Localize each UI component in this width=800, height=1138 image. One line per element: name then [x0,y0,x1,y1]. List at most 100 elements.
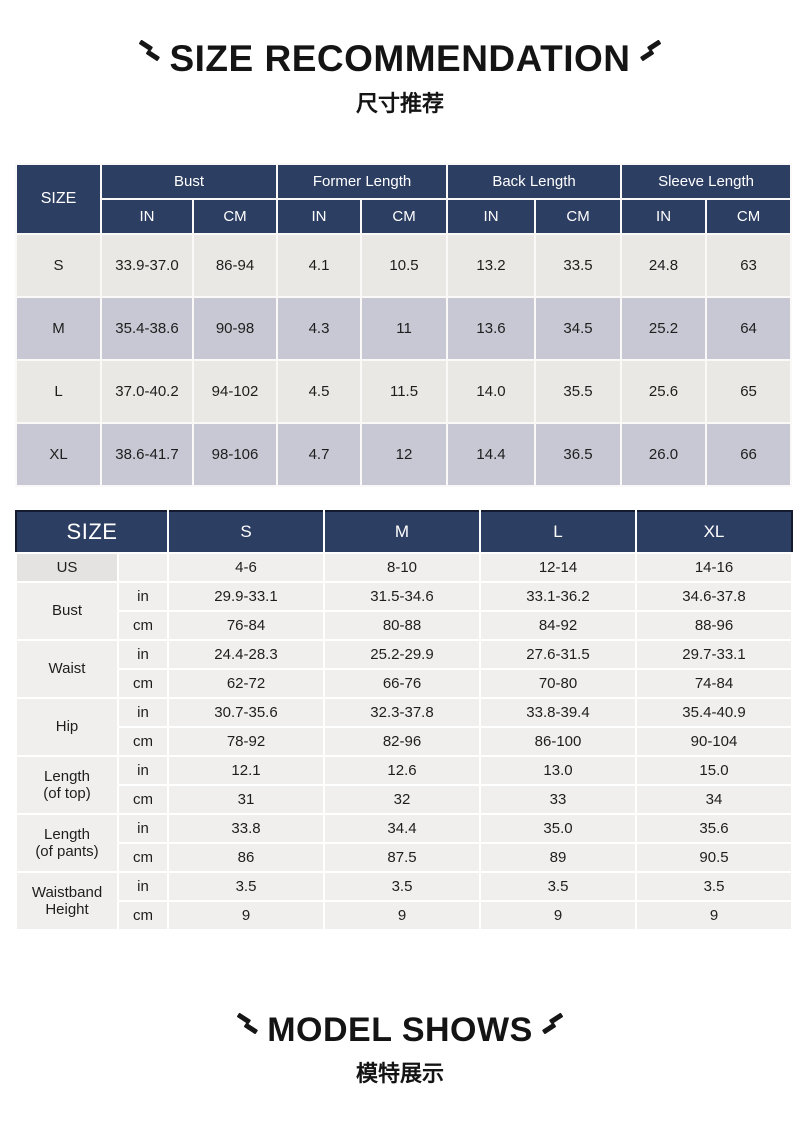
body-row-pants-length-cm: cm 86 87.5 89 90.5 [16,841,793,873]
unit-cell: in [117,696,169,728]
value-cell: 90-98 [191,295,279,361]
value-cell: 14.4 [446,421,537,487]
measurement-label-bust: Bust [15,580,119,641]
value-cell: 74-84 [635,667,793,699]
value-cell: 12-14 [479,551,637,583]
value-cell: 38.6-41.7 [100,421,194,487]
value-cell: 27.6-31.5 [479,638,637,670]
value-cell: 89 [479,841,637,873]
value-cell: 90-104 [635,725,793,757]
value-cell: 32 [323,783,481,815]
tick-decoration-right-icon [541,1012,563,1043]
value-cell: 64 [705,295,793,361]
page-title: SIZE RECOMMENDATION [139,38,661,79]
unit-header: IN [100,197,194,235]
model-shows-subtitle-cn: 模特展示 [355,1060,444,1086]
value-cell: 3.5 [323,870,481,902]
unit-cell: in [117,812,169,844]
value-cell: 12.6 [323,754,481,786]
unit-cell: in [117,638,169,670]
value-cell: 34.5 [534,295,623,361]
value-cell: 35.4-40.9 [635,696,793,728]
value-cell: 84-92 [479,609,637,641]
value-cell: 94-102 [191,358,279,424]
unit-cell: cm [117,899,169,931]
page-subtitle-cn: 尺寸推荐 [355,90,444,116]
size-cell: L [15,358,102,424]
value-cell: 66 [705,421,793,487]
value-cell: 80-88 [323,609,481,641]
unit-header: IN [620,197,708,235]
body-size-column-header: SIZE [15,509,169,554]
body-row-top-length-in: Length (of top) in 12.1 12.6 13.0 15.0 [15,754,793,815]
unit-cell: in [117,870,169,902]
value-cell: 66-76 [323,667,481,699]
value-cell: 36.5 [534,421,623,487]
value-cell: 90.5 [635,841,793,873]
value-cell: 35.4-38.6 [100,295,194,361]
unit-cell: in [117,754,169,786]
body-row-hip-cm: cm 78-92 82-96 86-100 90-104 [16,725,793,757]
value-cell: 11 [360,295,449,361]
value-cell: 4.7 [276,421,363,487]
body-row-us: US 4-6 8-10 12-14 14-16 [15,551,793,583]
value-cell: 3.5 [167,870,325,902]
body-row-waistband-in: Waistband Height in 3.5 3.5 3.5 3.5 [15,870,793,931]
unit-cell: cm [117,783,169,815]
measurement-label-waistband-height: Waistband Height [15,870,119,931]
value-cell: 62-72 [167,667,325,699]
body-row-waistband-cm: cm 9 9 9 9 [16,899,793,931]
unit-header: IN [276,197,363,235]
value-cell: 11.5 [360,358,449,424]
value-cell: 15.0 [635,754,793,786]
unit-cell-empty [117,551,169,583]
body-row-top-length-cm: cm 31 32 33 34 [16,783,793,815]
value-cell: 9 [167,899,325,931]
unit-cell: in [117,580,169,612]
value-cell: 76-84 [167,609,325,641]
unit-header: CM [534,197,623,235]
garment-group-header-bust: Bust [99,162,279,200]
value-cell: 70-80 [479,667,637,699]
value-cell: 4.1 [276,232,363,298]
value-cell: 25.2-29.9 [323,638,481,670]
value-cell: 24.4-28.3 [167,638,325,670]
page-header: SIZE RECOMMENDATION 尺寸推荐 [0,38,800,118]
tick-decoration-right-icon [639,39,661,70]
model-shows-title: MODEL SHOWS [237,1012,563,1049]
value-cell: 34.4 [323,812,481,844]
value-cell: 13.2 [446,232,537,298]
body-size-table: SIZE S M L XL US 4-6 8-10 12-14 14-16 Bu… [15,509,793,931]
value-cell: 25.6 [620,358,708,424]
body-size-header-xl: XL [635,509,793,554]
body-header-row: SIZE S M L XL [15,509,793,554]
unit-header: CM [705,197,793,235]
value-cell: 29.9-33.1 [167,580,325,612]
garment-row-s: S 33.9-37.0 86-94 4.1 10.5 13.2 33.5 24.… [15,232,793,298]
value-cell: 14.0 [446,358,537,424]
value-cell: 24.8 [620,232,708,298]
body-size-header-l: L [479,509,637,554]
unit-header: CM [360,197,449,235]
value-cell: 86-100 [479,725,637,757]
value-cell: 87.5 [323,841,481,873]
value-cell: 63 [705,232,793,298]
value-cell: 33.1-36.2 [479,580,637,612]
body-row-bust-in: Bust in 29.9-33.1 31.5-34.6 33.1-36.2 34… [15,580,793,641]
garment-size-table: SIZE Bust Former Length Back Length Slee… [15,162,793,487]
value-cell: 35.6 [635,812,793,844]
body-row-pants-length-in: Length (of pants) in 33.8 34.4 35.0 35.6 [15,812,793,873]
garment-group-header-sleeve-length: Sleeve Length [620,162,793,200]
value-cell: 31.5-34.6 [323,580,481,612]
value-cell: 33.8-39.4 [479,696,637,728]
value-cell: 13.0 [479,754,637,786]
measurement-label-waist: Waist [15,638,119,699]
value-cell: 9 [635,899,793,931]
garment-size-column-header: SIZE [15,162,102,235]
garment-header-unit-row: IN CM IN CM IN CM IN CM [16,197,793,235]
unit-cell: cm [117,609,169,641]
value-cell: 34.6-37.8 [635,580,793,612]
value-cell: 35.0 [479,812,637,844]
page-title-text: SIZE RECOMMENDATION [169,38,631,79]
value-cell: 30.7-35.6 [167,696,325,728]
